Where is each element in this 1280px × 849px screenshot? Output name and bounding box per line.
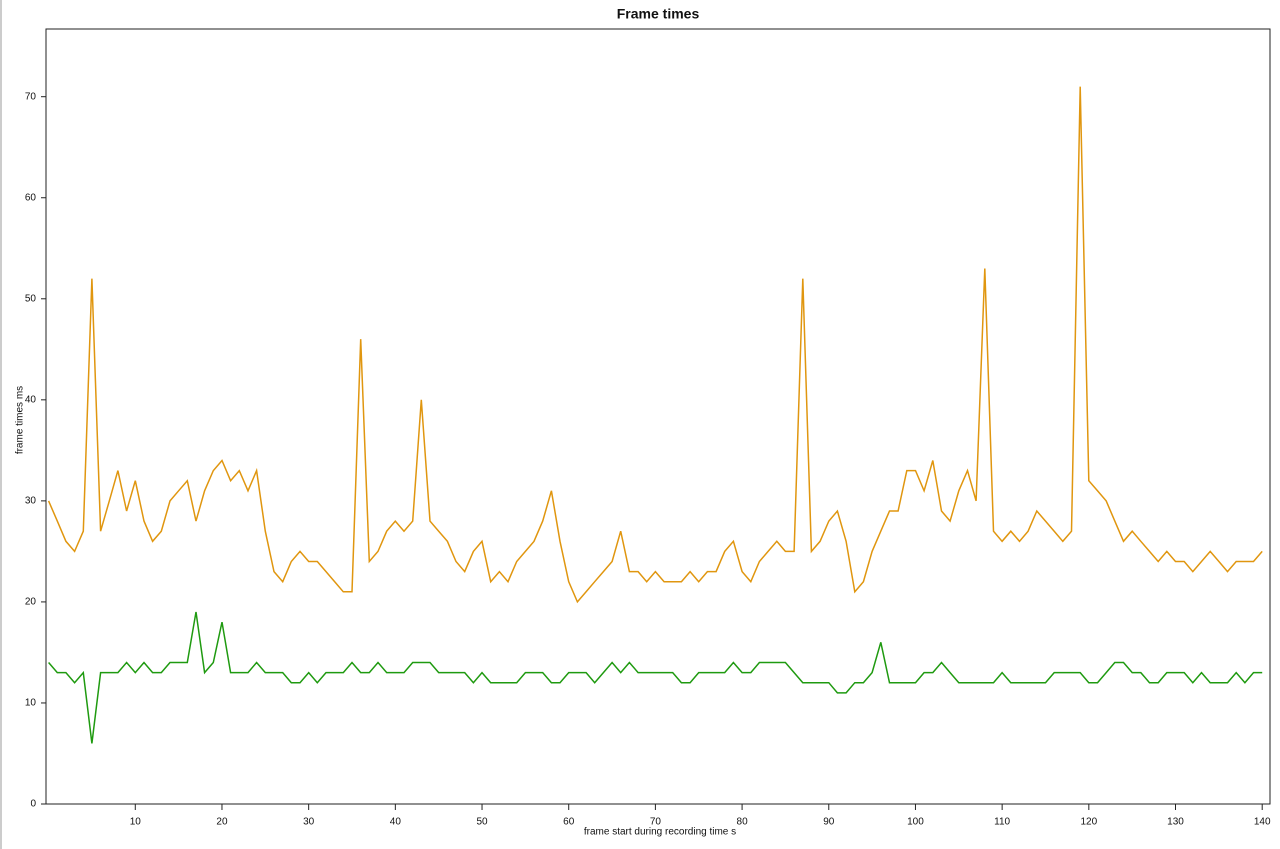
x-tick-label: 60 bbox=[563, 817, 575, 828]
y-tick-label: 0 bbox=[30, 799, 36, 810]
chart-title: Frame times bbox=[617, 6, 700, 22]
x-tick-label: 110 bbox=[994, 817, 1010, 828]
x-tick-label: 50 bbox=[476, 817, 488, 828]
plot-frame bbox=[45, 28, 1271, 805]
y-tick-label: 50 bbox=[25, 293, 37, 304]
series-line bbox=[47, 86, 1263, 604]
x-tick-label: 90 bbox=[823, 817, 835, 828]
y-tick-label: 40 bbox=[25, 394, 37, 405]
x-tick-label: 80 bbox=[737, 817, 749, 828]
y-tick-label: 30 bbox=[25, 496, 37, 507]
y-tick-label: 70 bbox=[25, 91, 37, 102]
x-axis-label: frame start during recording time s bbox=[584, 827, 736, 838]
x-tick-label: 40 bbox=[390, 817, 402, 828]
x-tick-label: 70 bbox=[650, 817, 662, 828]
x-tick-label: 140 bbox=[1254, 817, 1271, 828]
y-axis-label: frame times ms bbox=[15, 386, 26, 454]
y-tick-label: 60 bbox=[25, 192, 37, 203]
x-tick-label: 10 bbox=[130, 817, 142, 828]
x-tick-label: 30 bbox=[303, 817, 315, 828]
x-tick-label: 120 bbox=[1080, 817, 1097, 828]
series-line bbox=[48, 611, 1263, 744]
x-tick-label: 20 bbox=[216, 817, 228, 828]
y-tick-label: 20 bbox=[25, 597, 37, 608]
x-tick-label: 100 bbox=[907, 817, 924, 828]
x-tick-label: 130 bbox=[1167, 817, 1184, 828]
y-tick-label: 10 bbox=[25, 698, 37, 709]
